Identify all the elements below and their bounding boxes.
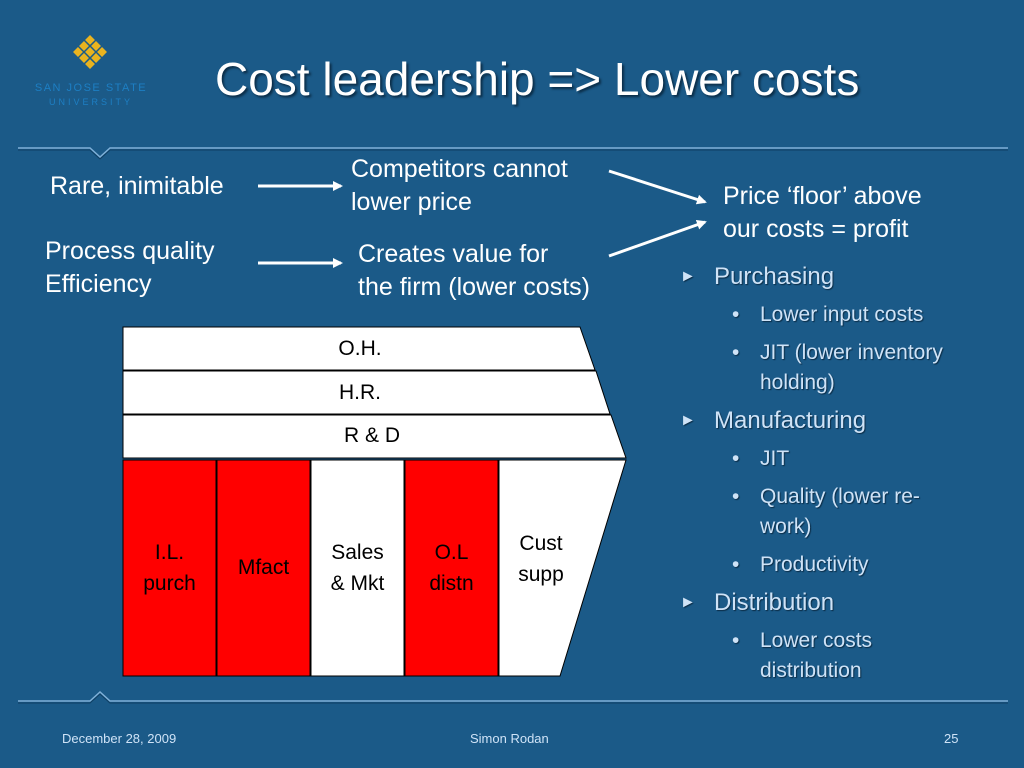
activity-box-mfact: [216, 459, 311, 677]
profit-text: our costs = profit: [723, 215, 909, 243]
bullet-jit-inventory: • JIT (lower inventory holding): [680, 338, 1015, 398]
activity-label-ol-distn: O.L distn: [429, 541, 474, 595]
arrow-creates-to-price: [608, 219, 707, 258]
triangle-bullet-icon: ►: [680, 594, 696, 611]
rare-inimitable-text: Rare, inimitable: [50, 172, 224, 200]
dot-bullet-icon: •: [732, 485, 740, 508]
competitors-cannot-text: Competitors cannot: [351, 155, 568, 183]
bullet-manufacturing: ► Manufacturing: [680, 407, 867, 434]
price-floor-text: Price ‘floor’ above: [723, 182, 922, 210]
arrow-competitors-to-price: [608, 169, 707, 205]
support-bar-oh: [122, 326, 596, 371]
bullet-lower-costs-distribution: • Lower costs distribution: [680, 626, 1015, 686]
bullet-purchasing: ► Purchasing: [680, 263, 835, 290]
footer-date: December 28, 2009: [62, 731, 177, 746]
support-bar-rd: [122, 414, 627, 459]
activity-box-sales-mkt: [310, 459, 405, 677]
support-label-oh: O.H.: [338, 337, 382, 360]
bullet-productivity: • Productivity: [680, 550, 1015, 580]
bullet-jit: • JIT: [680, 444, 1015, 474]
dot-bullet-icon: •: [732, 303, 740, 326]
footer-page-number: 25: [944, 731, 959, 746]
dot-bullet-icon: •: [732, 341, 740, 364]
top-divider: [18, 147, 1008, 160]
slide-title: Cost leadership => Lower costs: [215, 53, 860, 105]
process-quality-text: Process quality: [45, 237, 215, 265]
dot-bullet-icon: •: [732, 629, 740, 652]
firm-lower-costs-text: the firm (lower costs): [358, 273, 590, 301]
bullet-distribution: ► Distribution: [680, 589, 835, 616]
activity-label-sales-mkt: Sales & Mkt: [330, 541, 385, 595]
bullet-lower-input-costs: • Lower input costs: [680, 300, 1015, 330]
logo-text-line1: SAN JOSE STATE: [34, 82, 148, 94]
support-label-hr: H.R.: [339, 381, 381, 404]
triangle-bullet-icon: ►: [680, 268, 696, 285]
bullet-list: ► Purchasing • Lower input costs • JIT (low…: [680, 262, 1015, 694]
value-chain-diagram: [122, 326, 627, 677]
support-bar-hr: [122, 370, 611, 415]
lower-price-text: lower price: [351, 188, 472, 216]
activity-box-cust-supp: [498, 459, 627, 677]
support-label-rd: R & D: [343, 424, 400, 447]
activity-label-il-purch: I.L. purch: [143, 541, 196, 595]
dot-bullet-icon: •: [732, 553, 740, 576]
relationship-arrows: [258, 169, 707, 268]
bullet-quality: • Quality (lower re-work): [680, 482, 1015, 542]
activity-box-il-purch: [122, 459, 217, 677]
triangle-bullet-icon: ►: [680, 412, 696, 429]
activity-box-ol-distn: [404, 459, 499, 677]
logo-text-line2: UNIVERSITY: [48, 97, 133, 107]
footer-author: Simon Rodan: [470, 731, 549, 746]
dot-bullet-icon: •: [732, 447, 740, 470]
activity-label-cust-supp: Cust supp: [518, 532, 564, 586]
efficiency-text: Efficiency: [45, 270, 152, 298]
university-logo-icon: [73, 35, 107, 69]
creates-value-text: Creates value for: [358, 240, 549, 268]
activity-label-mfact: Mfact: [237, 556, 290, 579]
bottom-divider: [18, 690, 1008, 704]
